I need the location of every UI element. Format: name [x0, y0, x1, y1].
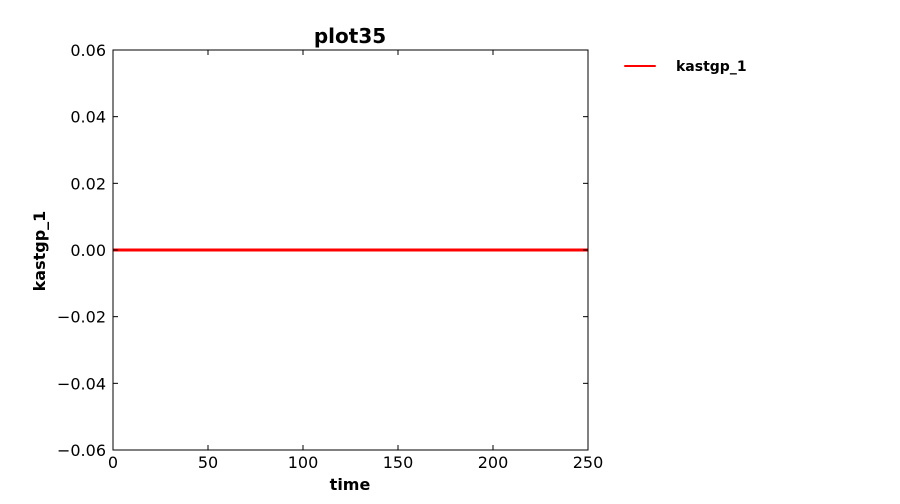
legend: kastgp_1: [624, 59, 747, 75]
y-tick-label: 0.06: [70, 41, 106, 60]
legend-label: kastgp_1: [676, 59, 747, 75]
y-tick-label: 0.02: [70, 174, 106, 193]
x-tick-label: 50: [198, 453, 218, 472]
x-axis-ticks: 0 50 100 150 200 250: [108, 50, 603, 472]
y-tick-label: −0.04: [57, 374, 106, 393]
plot-area: [112, 49, 589, 451]
legend-marker-start: [624, 65, 626, 67]
y-axis-ticks: 0.06 0.04 0.02 0.00 −0.02 −0.04 −0.06: [57, 41, 588, 460]
chart-title: plot35: [314, 24, 386, 48]
x-tick-label: 0: [108, 453, 118, 472]
y-tick-label: −0.06: [57, 441, 106, 460]
y-axis-label: kastgp_1: [30, 211, 49, 292]
x-tick-label: 150: [383, 453, 414, 472]
x-tick-label: 250: [573, 453, 604, 472]
legend-marker-end: [654, 65, 656, 67]
x-axis-label: time: [330, 475, 371, 494]
y-tick-label: 0.04: [70, 108, 106, 127]
x-tick-label: 200: [478, 453, 509, 472]
y-tick-label: 0.00: [70, 241, 106, 260]
x-tick-label: 100: [288, 453, 319, 472]
y-tick-label: −0.02: [57, 308, 106, 327]
